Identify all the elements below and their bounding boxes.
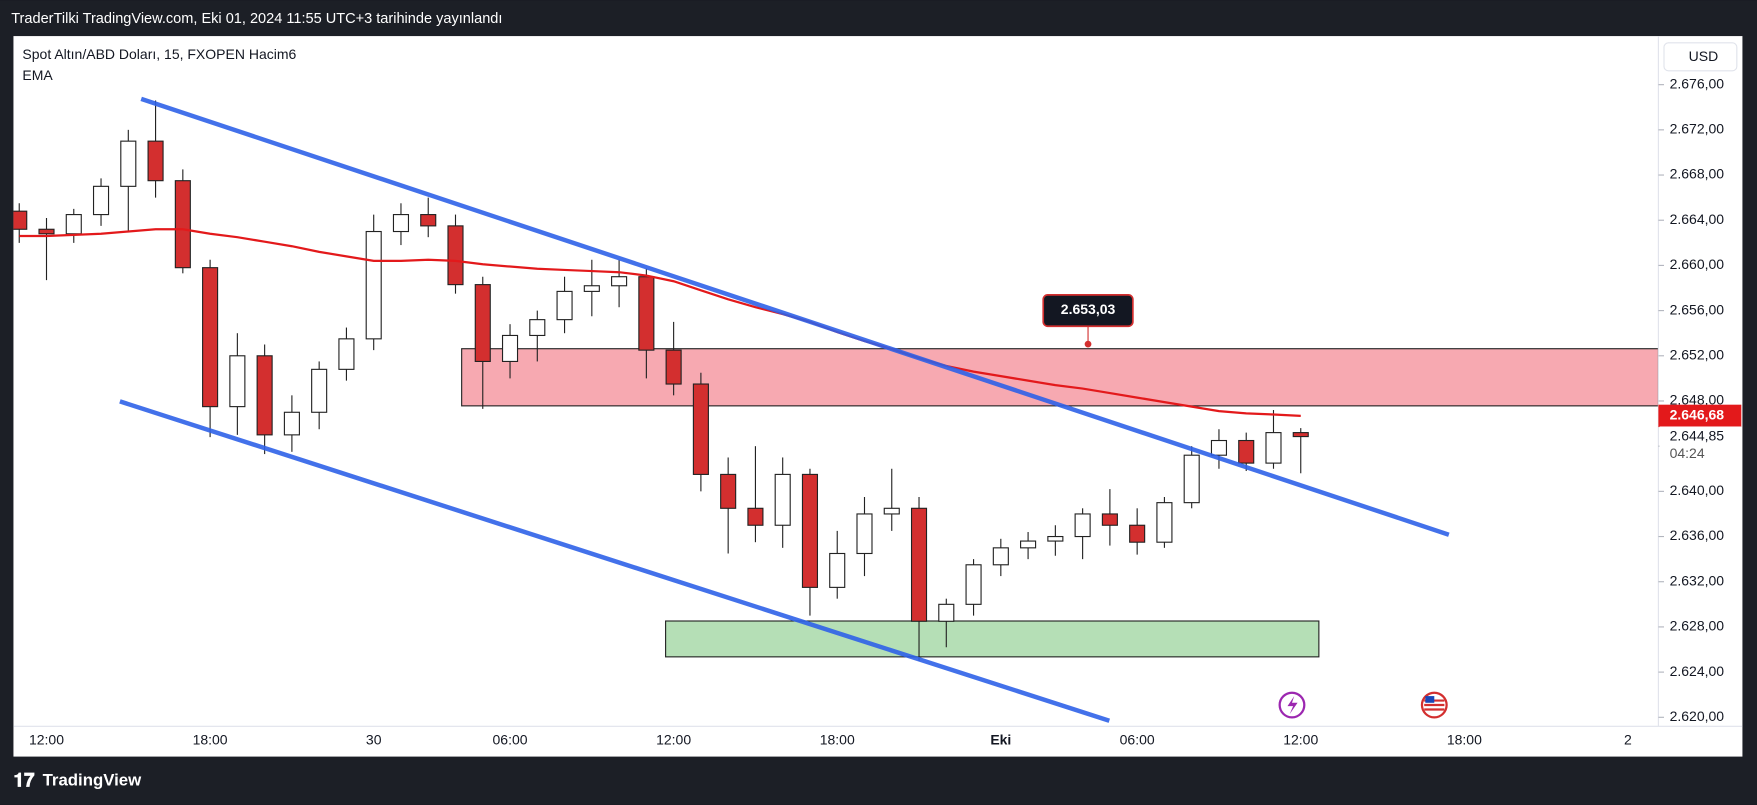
brand[interactable]: TradingView	[43, 771, 143, 790]
us-flag-canton	[1425, 696, 1435, 703]
x-tick-label: 12:00	[1283, 732, 1318, 748]
candle-body	[65, 214, 82, 235]
candle-body	[283, 411, 300, 436]
channel-upper	[140, 96, 1450, 537]
currency-button[interactable]	[1663, 42, 1738, 72]
callout-label: 2.653,03	[1061, 301, 1116, 317]
bar-countdown: 04:24	[1670, 445, 1705, 461]
candle-body	[747, 507, 764, 526]
y-tick-label: 2.624,00	[1670, 663, 1725, 679]
x-tick-label: 06:00	[493, 732, 528, 748]
currency[interactable]: USD	[1689, 48, 1719, 64]
candle-body	[311, 368, 328, 413]
candle-body	[1238, 439, 1255, 464]
candle-body	[856, 513, 873, 555]
x-tick-label: 18:00	[193, 732, 228, 748]
y-tick-label: 2.656,00	[1670, 301, 1725, 317]
candle-body	[938, 603, 955, 622]
candle-body	[474, 284, 491, 363]
x-tick-label: 2	[1624, 732, 1632, 748]
candle-body	[392, 214, 410, 233]
candle-body	[202, 267, 219, 408]
ema-price-box	[1658, 404, 1742, 428]
candle-body	[720, 473, 737, 509]
candle-body	[1265, 432, 1282, 464]
candle-body	[583, 285, 600, 292]
channel-lower	[119, 399, 1111, 723]
candle-body	[1156, 502, 1173, 543]
x-tick-label: 30	[366, 732, 382, 748]
y-tick-label: 2.660,00	[1670, 256, 1725, 272]
symbol-legend: Spot Altın/ABD Doları, 15, FXOPEN Hacim6	[22, 46, 296, 62]
x-tick-label: 12:00	[29, 732, 64, 748]
candle-body	[1292, 432, 1309, 438]
candle-body	[447, 225, 464, 286]
candle-body	[910, 507, 928, 622]
callout-dot	[1084, 340, 1092, 348]
candle-body	[638, 276, 655, 351]
last-price-label: 2.644,85	[1670, 427, 1725, 443]
candle-body	[174, 180, 191, 269]
candle-body	[92, 185, 110, 216]
candle-body	[1101, 513, 1118, 526]
candle-body	[965, 564, 982, 605]
y-tick-label: 2.628,00	[1670, 618, 1725, 634]
candle-body	[611, 276, 628, 287]
candle-body	[38, 228, 55, 235]
candle-body	[13, 210, 28, 230]
x-tick-label: 06:00	[1120, 732, 1155, 748]
y-tick-label: 2.640,00	[1670, 482, 1725, 498]
candle-body	[1074, 513, 1091, 538]
drawings	[119, 96, 1450, 723]
candle-body	[229, 355, 246, 408]
candle-body	[420, 214, 437, 227]
x-tick-label: 18:00	[1447, 732, 1482, 748]
ema-line	[19, 228, 1301, 418]
candle-body	[120, 140, 137, 187]
candle-body	[1210, 439, 1228, 456]
candle-body	[992, 547, 1009, 566]
plot-area	[13, 100, 1659, 661]
y-tick-label: 2.648,00	[1670, 392, 1725, 408]
candle-body	[829, 552, 846, 588]
y-tick-label: 2.636,00	[1670, 527, 1725, 543]
candle-body	[1183, 454, 1200, 504]
callout-box	[1042, 294, 1134, 328]
candle-body	[665, 349, 682, 385]
published-note: TraderTilki TradingView.com, Eki 01, 202…	[11, 11, 502, 27]
ema-price-label: 2.646,68	[1670, 407, 1725, 423]
y-tick-label: 2.668,00	[1670, 166, 1725, 182]
candle-body	[365, 230, 382, 340]
candle-body	[883, 507, 900, 515]
last-price-box	[1659, 426, 1742, 465]
candle-body	[801, 473, 819, 588]
candle-body	[1129, 524, 1146, 543]
y-tick-label: 2.676,00	[1670, 75, 1725, 91]
candle-body	[529, 319, 546, 337]
y-tick-label: 2.632,00	[1670, 572, 1725, 588]
candle-body	[692, 383, 709, 475]
candle-body	[501, 334, 519, 363]
y-tick-label: 2.652,00	[1670, 346, 1725, 362]
y-tick-label: 2.672,00	[1670, 121, 1725, 137]
candle-body	[147, 140, 164, 182]
candle-body	[1047, 535, 1064, 542]
indicator-legend: EMA	[22, 67, 53, 83]
event-icon-bolt	[1287, 696, 1298, 715]
x-tick-label: 12:00	[656, 732, 691, 748]
candle-body	[256, 355, 273, 436]
candle-body	[556, 290, 573, 321]
candle-body	[1020, 540, 1037, 549]
x-tick-label: 18:00	[820, 732, 855, 748]
resistance-zone	[461, 348, 1659, 407]
x-tick-label: Eki	[990, 732, 1011, 748]
support-zone	[665, 620, 1320, 658]
y-tick-label: 2.664,00	[1670, 211, 1725, 227]
y-tick-label: 2.620,00	[1670, 708, 1725, 724]
candle-body	[338, 338, 355, 370]
candle-body	[774, 473, 791, 526]
logo-mark: 𝟏𝟕	[13, 770, 35, 791]
